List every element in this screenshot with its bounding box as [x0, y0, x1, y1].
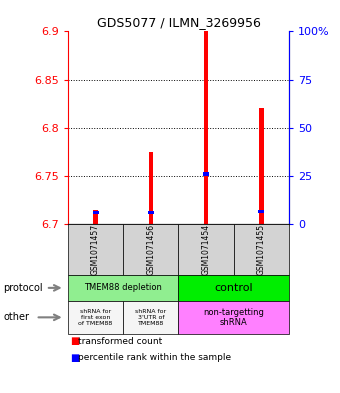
- Text: TMEM88 depletion: TMEM88 depletion: [84, 283, 162, 292]
- Bar: [203, 172, 209, 176]
- Bar: [258, 209, 265, 213]
- Text: GSM1071457: GSM1071457: [91, 224, 100, 275]
- Text: transformed count: transformed count: [78, 337, 163, 345]
- Text: GSM1071456: GSM1071456: [147, 224, 155, 275]
- Text: other: other: [3, 312, 29, 322]
- Text: shRNA for
first exon
of TMEM88: shRNA for first exon of TMEM88: [79, 309, 113, 326]
- Bar: [149, 152, 153, 224]
- Text: control: control: [215, 283, 253, 293]
- Bar: [148, 211, 154, 215]
- Bar: [94, 209, 98, 224]
- Bar: [204, 31, 208, 224]
- Text: ■: ■: [70, 353, 79, 363]
- Title: GDS5077 / ILMN_3269956: GDS5077 / ILMN_3269956: [97, 16, 260, 29]
- Bar: [259, 108, 264, 224]
- Bar: [92, 211, 99, 215]
- Text: GSM1071455: GSM1071455: [257, 224, 266, 275]
- Text: protocol: protocol: [3, 283, 43, 293]
- Text: shRNA for
3'UTR of
TMEM88: shRNA for 3'UTR of TMEM88: [135, 309, 167, 326]
- Text: non-targetting
shRNA: non-targetting shRNA: [203, 308, 264, 327]
- Text: percentile rank within the sample: percentile rank within the sample: [78, 353, 231, 362]
- Text: GSM1071454: GSM1071454: [202, 224, 210, 275]
- Text: ■: ■: [70, 336, 79, 346]
